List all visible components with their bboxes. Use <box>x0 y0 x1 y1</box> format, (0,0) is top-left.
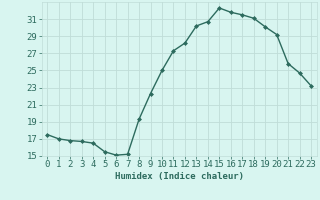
X-axis label: Humidex (Indice chaleur): Humidex (Indice chaleur) <box>115 172 244 181</box>
